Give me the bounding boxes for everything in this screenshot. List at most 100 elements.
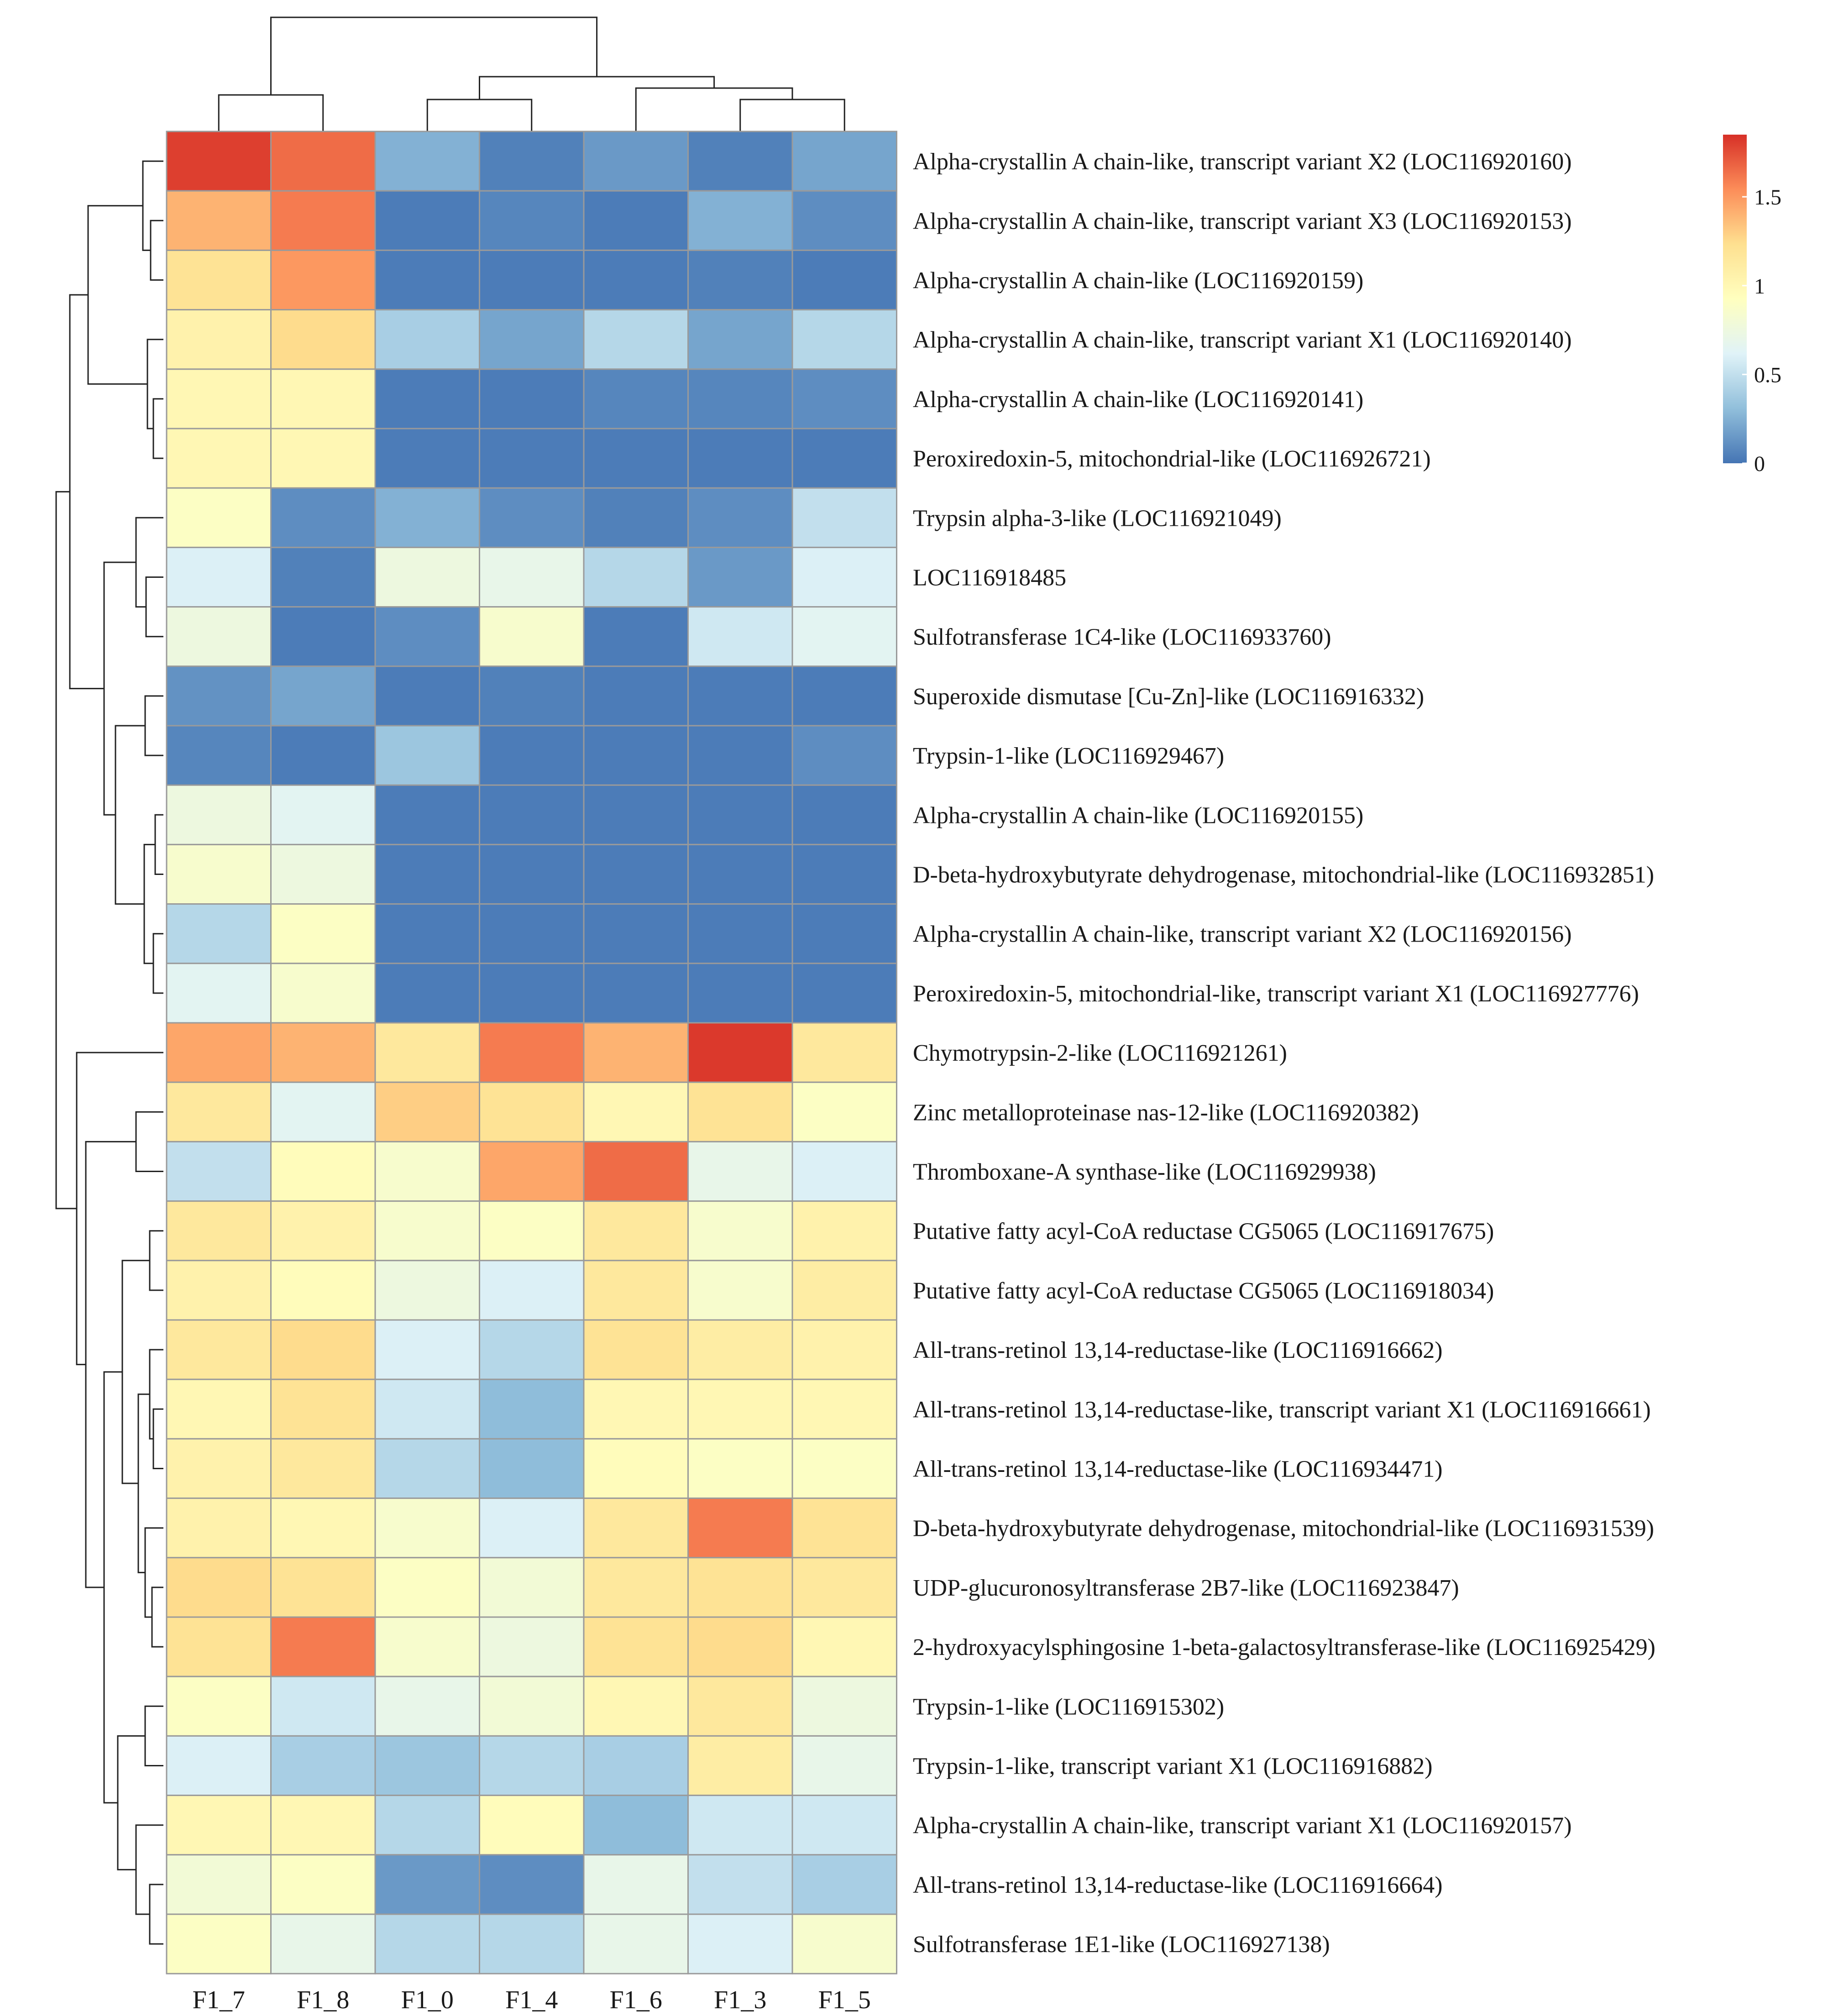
heatmap-cell (270, 1913, 376, 1974)
heatmap-cell (479, 1260, 585, 1321)
column-dendrogram (218, 16, 845, 131)
heatmap-cell (791, 1260, 897, 1321)
heatmap-cell (583, 963, 689, 1024)
heatmap-cell (583, 487, 689, 548)
row-label: Sulfotransferase 1C4-like (LOC116933760) (913, 624, 1331, 650)
heatmap-cell (166, 368, 272, 429)
heatmap-cell (270, 725, 376, 786)
heatmap-cell (687, 1795, 793, 1856)
heatmap-cell (583, 1081, 689, 1142)
heatmap-cell (583, 843, 689, 905)
heatmap-cell (270, 1081, 376, 1142)
heatmap-cell (687, 1557, 793, 1618)
heatmap-cell (687, 190, 793, 251)
dendrogram-branch (87, 205, 147, 385)
heatmap-cell (166, 903, 272, 964)
heatmap-cell (687, 1438, 793, 1499)
colorbar-legend: 0 0.5 1 1.5 (1723, 135, 1781, 476)
heatmap-cell (687, 1913, 793, 1974)
heatmap-cell (687, 131, 793, 192)
heatmap-cell (687, 1378, 793, 1440)
heatmap-cell (270, 428, 376, 489)
heatmap-cell (374, 1676, 480, 1737)
heatmap-cell (583, 665, 689, 727)
heatmap-cell (374, 131, 480, 192)
heatmap-cell (791, 1319, 897, 1380)
heatmap-cell (791, 1498, 897, 1559)
heatmap-cell (479, 487, 585, 548)
heatmap-cell (791, 963, 897, 1024)
heatmap-cell (479, 1616, 585, 1677)
heatmap-cell (687, 606, 793, 667)
column-label: F1_8 (297, 1986, 349, 2014)
heatmap-cell (583, 1498, 689, 1559)
heatmap-cell (166, 1438, 272, 1499)
heatmap-cell (374, 1498, 480, 1559)
heatmap-cell (374, 1438, 480, 1499)
heatmap-cell (374, 1913, 480, 1974)
heatmap-cell (374, 1735, 480, 1796)
row-label: Alpha-crystallin A chain-like (LOC116920… (913, 268, 1363, 294)
heatmap-cell (687, 843, 793, 905)
heatmap-cell (479, 1319, 585, 1380)
heatmap-cell (166, 1200, 272, 1262)
heatmap-cell (687, 1319, 793, 1380)
heatmap-cell (687, 963, 793, 1024)
row-labels: Alpha-crystallin A chain-like, transcrip… (913, 149, 1655, 1958)
heatmap-cell (687, 546, 793, 608)
heatmap-cell (687, 1141, 793, 1202)
heatmap-cell (270, 1676, 376, 1737)
heatmap-cell (583, 1438, 689, 1499)
heatmap-cell (687, 1022, 793, 1083)
row-label: Alpha-crystallin A chain-like (LOC116920… (913, 802, 1363, 828)
dendrogram-branch (85, 1141, 136, 1588)
heatmap-cell (374, 546, 480, 608)
heatmap-cell (374, 1141, 480, 1202)
heatmap-cell (479, 1676, 585, 1737)
row-label: Trypsin-1-like (LOC116929467) (913, 743, 1224, 769)
heatmap-cell (583, 903, 689, 964)
heatmap-cell (270, 1200, 376, 1262)
heatmap-cell (374, 665, 480, 727)
heatmap-cell (791, 428, 897, 489)
heatmap-cell (791, 1557, 897, 1618)
heatmap-cell (166, 190, 272, 251)
heatmap-cell (791, 843, 897, 905)
heatmap-cell (583, 1913, 689, 1974)
heatmap-cell (791, 1616, 897, 1677)
heatmap-cell (166, 1735, 272, 1796)
dendrogram-branch (121, 1260, 150, 1484)
heatmap-cell (270, 963, 376, 1024)
dendrogram-branch (117, 1735, 145, 1870)
heatmap-cell (791, 1795, 897, 1856)
heatmap-cell (166, 1319, 272, 1380)
heatmap-cell (270, 487, 376, 548)
dendrogram-branch (144, 1527, 163, 1618)
heatmap-cell (687, 1260, 793, 1321)
heatmap-cell (583, 428, 689, 489)
heatmap-cell (166, 428, 272, 489)
colorbar-gradient (1723, 135, 1747, 463)
row-label: Peroxiredoxin-5, mitochondrial-like (LOC… (913, 446, 1431, 472)
heatmap-cell (270, 1319, 376, 1380)
dendrogram-branch (142, 160, 163, 251)
heatmap-cell (583, 1200, 689, 1262)
heatmap-cell (583, 546, 689, 608)
heatmap-cell (270, 131, 376, 192)
row-label: Alpha-crystallin A chain-like, transcrip… (913, 922, 1572, 948)
heatmap-cell (270, 606, 376, 667)
heatmap-cell (270, 546, 376, 608)
heatmap-cell (166, 1498, 272, 1559)
heatmap-cell (374, 725, 480, 786)
heatmap-cell (583, 1378, 689, 1440)
heatmap-cell (687, 1616, 793, 1677)
column-labels: F1_7 F1_8 F1_0 F1_4 F1_6 F1_3 F1_5 (193, 1986, 871, 2014)
heatmap-cell (166, 843, 272, 905)
heatmap-cell (687, 309, 793, 370)
dendrogram-branch (76, 1052, 163, 1366)
heatmap-cell (687, 1498, 793, 1559)
row-label: All-trans-retinol 13,14-reductase-like (… (913, 1337, 1443, 1363)
row-label: Chymotrypsin-2-like (LOC116921261) (913, 1040, 1287, 1066)
heatmap-cell (583, 1260, 689, 1321)
heatmap-cell (687, 1676, 793, 1737)
